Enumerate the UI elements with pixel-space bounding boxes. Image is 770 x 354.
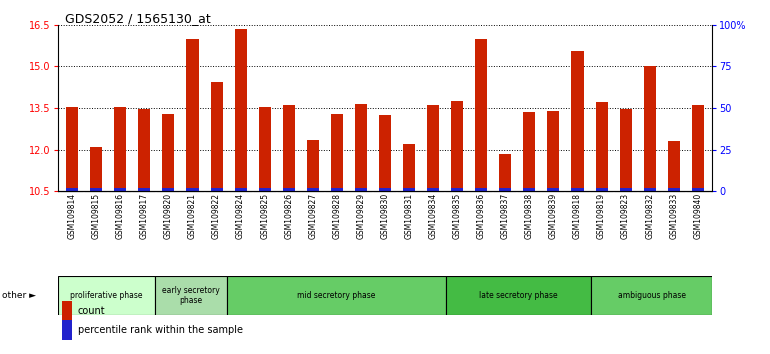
Text: percentile rank within the sample: percentile rank within the sample [78, 325, 243, 335]
Bar [114, 107, 126, 191]
Text: GSM109822: GSM109822 [212, 193, 221, 239]
Text: count: count [78, 306, 105, 316]
Bar [595, 102, 608, 191]
Bar [355, 188, 367, 191]
Text: GSM109814: GSM109814 [68, 193, 77, 239]
Bar [524, 188, 535, 191]
Bar [668, 141, 680, 191]
Bar [66, 107, 79, 191]
Bar [139, 188, 150, 191]
Bar [114, 188, 126, 191]
Bar [186, 188, 199, 191]
Bar [644, 66, 656, 191]
Bar [644, 188, 656, 191]
Bar [691, 188, 704, 191]
Bar [306, 140, 319, 191]
Text: GSM109839: GSM109839 [549, 193, 558, 239]
Text: ambiguous phase: ambiguous phase [618, 291, 685, 300]
FancyBboxPatch shape [58, 276, 155, 315]
Text: GSM109826: GSM109826 [284, 193, 293, 239]
Bar [210, 82, 223, 191]
Bar [139, 109, 150, 191]
Text: GSM109821: GSM109821 [188, 193, 197, 239]
Text: GSM109815: GSM109815 [92, 193, 101, 239]
Text: GSM109823: GSM109823 [621, 193, 630, 239]
Bar [403, 188, 415, 191]
Text: GSM109817: GSM109817 [140, 193, 149, 239]
Bar [475, 188, 487, 191]
Text: proliferative phase: proliferative phase [70, 291, 142, 300]
Bar [403, 144, 415, 191]
Bar [451, 188, 464, 191]
Bar [186, 39, 199, 191]
Text: GSM109818: GSM109818 [573, 193, 582, 239]
FancyBboxPatch shape [155, 276, 227, 315]
Text: GSM109832: GSM109832 [645, 193, 654, 239]
Bar [283, 188, 295, 191]
Text: GSM109816: GSM109816 [116, 193, 125, 239]
FancyBboxPatch shape [446, 276, 591, 315]
Text: GDS2052 / 1565130_at: GDS2052 / 1565130_at [65, 12, 211, 25]
Bar [66, 188, 79, 191]
Text: late secretory phase: late secretory phase [479, 291, 557, 300]
Bar [210, 188, 223, 191]
Bar [259, 188, 271, 191]
Text: GSM109836: GSM109836 [477, 193, 486, 239]
Text: GSM109820: GSM109820 [164, 193, 173, 239]
Bar [306, 188, 319, 191]
FancyBboxPatch shape [591, 276, 712, 315]
Bar [90, 147, 102, 191]
Text: GSM109828: GSM109828 [333, 193, 341, 239]
Bar [499, 188, 511, 191]
Text: early secretory
phase: early secretory phase [162, 286, 220, 305]
Text: GSM109834: GSM109834 [429, 193, 437, 239]
Text: GSM109833: GSM109833 [669, 193, 678, 239]
Text: GSM109824: GSM109824 [236, 193, 245, 239]
Text: GSM109830: GSM109830 [380, 193, 390, 239]
Bar [499, 154, 511, 191]
Bar [162, 114, 175, 191]
Bar [379, 115, 391, 191]
Bar [427, 188, 439, 191]
Bar [379, 188, 391, 191]
Bar [162, 188, 175, 191]
Bar [283, 105, 295, 191]
Text: mid secretory phase: mid secretory phase [297, 291, 376, 300]
Text: GSM109840: GSM109840 [693, 193, 702, 239]
Bar [331, 188, 343, 191]
Bar [547, 188, 560, 191]
Text: GSM109827: GSM109827 [308, 193, 317, 239]
Bar [668, 188, 680, 191]
Bar [331, 114, 343, 191]
Bar [427, 105, 439, 191]
Text: GSM109837: GSM109837 [500, 193, 510, 239]
Text: GSM109831: GSM109831 [404, 193, 413, 239]
Bar [620, 109, 631, 191]
Bar [691, 105, 704, 191]
Bar [595, 188, 608, 191]
Bar [475, 39, 487, 191]
Bar [235, 29, 246, 191]
Text: GSM109829: GSM109829 [357, 193, 366, 239]
Text: GSM109825: GSM109825 [260, 193, 269, 239]
Bar [524, 112, 535, 191]
Bar [620, 188, 631, 191]
Bar [90, 188, 102, 191]
Text: GSM109819: GSM109819 [597, 193, 606, 239]
FancyBboxPatch shape [227, 276, 446, 315]
Bar [547, 111, 560, 191]
Bar [259, 107, 271, 191]
Text: other ►: other ► [2, 291, 35, 300]
Bar [571, 188, 584, 191]
Bar [235, 188, 246, 191]
Bar [451, 101, 464, 191]
Text: GSM109838: GSM109838 [525, 193, 534, 239]
Bar [571, 51, 584, 191]
Text: GSM109835: GSM109835 [453, 193, 462, 239]
Bar [355, 104, 367, 191]
